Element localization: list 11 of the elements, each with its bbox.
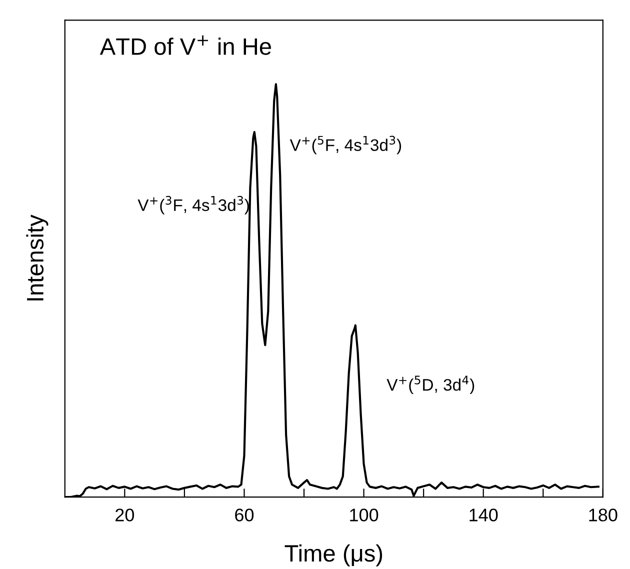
x-tick-label: 60 — [235, 508, 254, 522]
x-tick-label: 100 — [350, 508, 378, 522]
text: V$^{+}$($^{5}$F, 4s$^{1}$3d$^{3}$) — [290, 136, 402, 154]
annotation: V$^{+}$($^{5}$D, 3d$^{4}$) — [386, 376, 474, 394]
x-tick-label: 20 — [116, 508, 134, 522]
chart-title: ATD of V$^{+}$ in He — [100, 35, 271, 55]
x-tick-label: 180 — [589, 508, 618, 522]
x-axis-title: Time (μs) — [284, 544, 382, 566]
y-axis-title: Intensity — [26, 214, 48, 300]
x-tick-label: 140 — [470, 508, 498, 522]
text: V$^{+}$($^{3}$F, 4s$^{1}$3d$^{3}$) — [138, 196, 249, 214]
